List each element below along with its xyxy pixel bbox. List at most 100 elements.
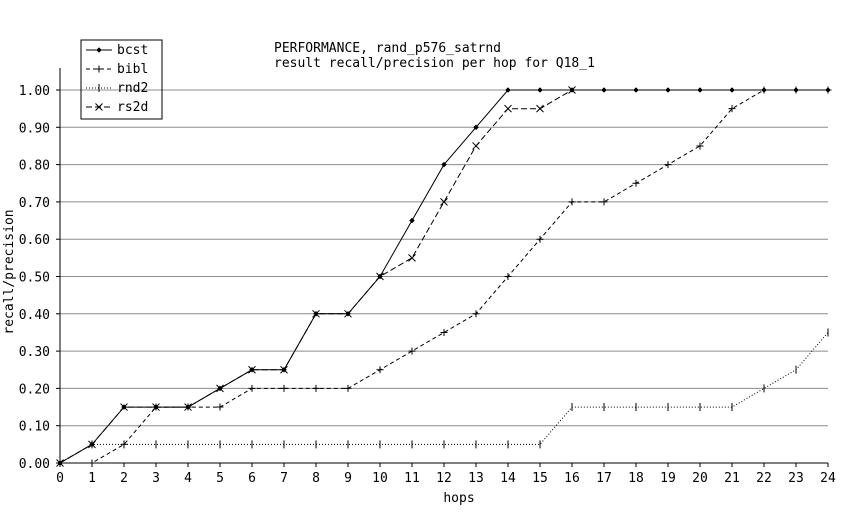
- data-point-bibl: [792, 86, 800, 94]
- data-point-bibl: [600, 198, 608, 206]
- y-tick-label: 0.00: [19, 457, 50, 472]
- data-point-bibl: [568, 198, 576, 206]
- data-point-bibl: [536, 235, 544, 243]
- legend: bcst bibl rnd2 rs2d: [80, 39, 163, 120]
- data-point-rs2d: [536, 104, 544, 113]
- chart-title: PERFORMANCE, rand_p576_satrnd: [274, 41, 501, 56]
- y-tick-label: 0.30: [19, 345, 50, 360]
- data-point-rs2d: [56, 459, 64, 467]
- x-tick-label: 22: [756, 471, 772, 486]
- x-tick-label: 5: [216, 471, 224, 486]
- data-point-bibl: [824, 86, 832, 94]
- data-point-bibl: [88, 459, 96, 467]
- data-point-rs2d: [184, 403, 192, 411]
- x-tick-label: 7: [280, 471, 288, 486]
- x-tick-label: 6: [248, 471, 256, 486]
- y-tick-label: 0.10: [19, 420, 50, 435]
- data-point-bcst: [409, 217, 415, 224]
- x-tick-label: 19: [660, 471, 676, 486]
- data-point-bibl: [312, 384, 320, 392]
- legend-entry-bcst: bcst: [86, 43, 148, 58]
- data-point-bibl: [504, 273, 512, 280]
- y-tick-label: 0.80: [19, 159, 50, 174]
- data-point-bibl: [472, 310, 480, 318]
- y-axis-ticks: 0.00 0.10 0.20 0.30 0.40 0.50 0.60 0.70 0.80 0.90…: [19, 84, 60, 472]
- x-tick-label: 1: [88, 471, 96, 486]
- y-tick-label: 0.60: [19, 233, 50, 248]
- data-point-bcst: [505, 87, 511, 93]
- x-tick-label: 9: [344, 471, 352, 486]
- data-point-rs2d: [568, 86, 576, 94]
- data-point-bibl: [216, 403, 224, 411]
- x-tick-label: 17: [596, 471, 612, 486]
- x-tick-label: 3: [152, 471, 160, 486]
- x-tick-label: 20: [692, 471, 708, 486]
- y-tick-label: 0.20: [19, 382, 50, 397]
- data-point-rs2d: [344, 309, 352, 318]
- data-point-bibl: [664, 161, 672, 169]
- chart-subtitle: result recall/precision per hop for Q18_…: [274, 56, 595, 71]
- x-tick-label: 11: [404, 471, 420, 486]
- x-tick-label: 10: [372, 471, 388, 486]
- data-point-rs2d: [504, 104, 512, 113]
- data-point-rs2d: [248, 365, 256, 374]
- legend-entry-rnd2: rnd2: [86, 81, 148, 96]
- data-point-rs2d: [440, 198, 448, 206]
- legend-label: bcst: [117, 43, 148, 58]
- plot-area: [56, 86, 832, 467]
- x-tick-label: 12: [436, 471, 452, 486]
- data-point-bcst: [665, 87, 671, 93]
- x-axis-title: hops: [443, 491, 474, 506]
- x-tick-label: 0: [56, 471, 64, 486]
- x-tick-label: 8: [312, 471, 320, 486]
- data-point-bibl: [408, 347, 416, 355]
- series-rs2d: [56, 86, 576, 467]
- x-tick-label: 2: [120, 471, 128, 486]
- x-tick-label: 18: [628, 471, 644, 486]
- data-point-bcst: [601, 87, 607, 93]
- legend-label: rs2d: [117, 100, 148, 115]
- data-point-rs2d: [472, 142, 480, 150]
- x-tick-label: 13: [468, 471, 484, 486]
- legend-label: rnd2: [117, 81, 148, 96]
- data-point-bcst: [697, 87, 703, 93]
- data-point-bibl: [440, 328, 448, 336]
- data-point-bibl: [728, 105, 736, 113]
- x-tick-label: 16: [564, 471, 580, 486]
- data-point-bcst: [633, 87, 639, 93]
- data-point-bibl: [248, 384, 256, 392]
- x-axis-ticks: 0 1 2 3 4 5 6 7 8 9 10 11 12 13 14 15 16 17 18 19 20 21 22 23 24: [56, 463, 836, 486]
- y-tick-label: 0.70: [19, 196, 50, 211]
- legend-entry-bibl: bibl: [86, 62, 148, 77]
- data-point-rs2d: [120, 403, 128, 411]
- x-tick-label: 14: [500, 471, 516, 486]
- data-point-bibl: [344, 384, 352, 392]
- data-point-rs2d: [408, 253, 416, 262]
- legend-label: bibl: [117, 62, 148, 77]
- data-point-bibl: [760, 86, 768, 94]
- x-tick-label: 15: [532, 471, 548, 486]
- legend-marker: [95, 103, 103, 111]
- data-point-rs2d: [88, 440, 96, 449]
- y-tick-label: 0.40: [19, 308, 50, 323]
- legend-entry-rs2d: rs2d: [86, 100, 148, 115]
- data-point-rs2d: [312, 309, 320, 318]
- x-tick-label: 4: [184, 471, 192, 486]
- x-tick-label: 21: [724, 471, 740, 486]
- y-tick-label: 1.00: [19, 84, 50, 99]
- data-point-rs2d: [216, 384, 224, 393]
- data-point-bibl: [376, 366, 384, 374]
- data-point-bibl: [632, 179, 640, 187]
- data-point-bcst: [537, 87, 543, 93]
- series-rnd2: [59, 328, 829, 467]
- data-point-rs2d: [280, 365, 288, 374]
- grid-lines: [60, 89, 828, 427]
- x-tick-label: 23: [788, 471, 804, 486]
- data-point-bcst: [729, 87, 735, 93]
- data-point-rs2d: [376, 272, 384, 281]
- y-tick-label: 0.90: [19, 121, 50, 136]
- data-point-bcst: [473, 124, 479, 131]
- data-point-bcst: [441, 161, 447, 168]
- legend-marker: [96, 47, 102, 53]
- data-point-bibl: [696, 142, 704, 150]
